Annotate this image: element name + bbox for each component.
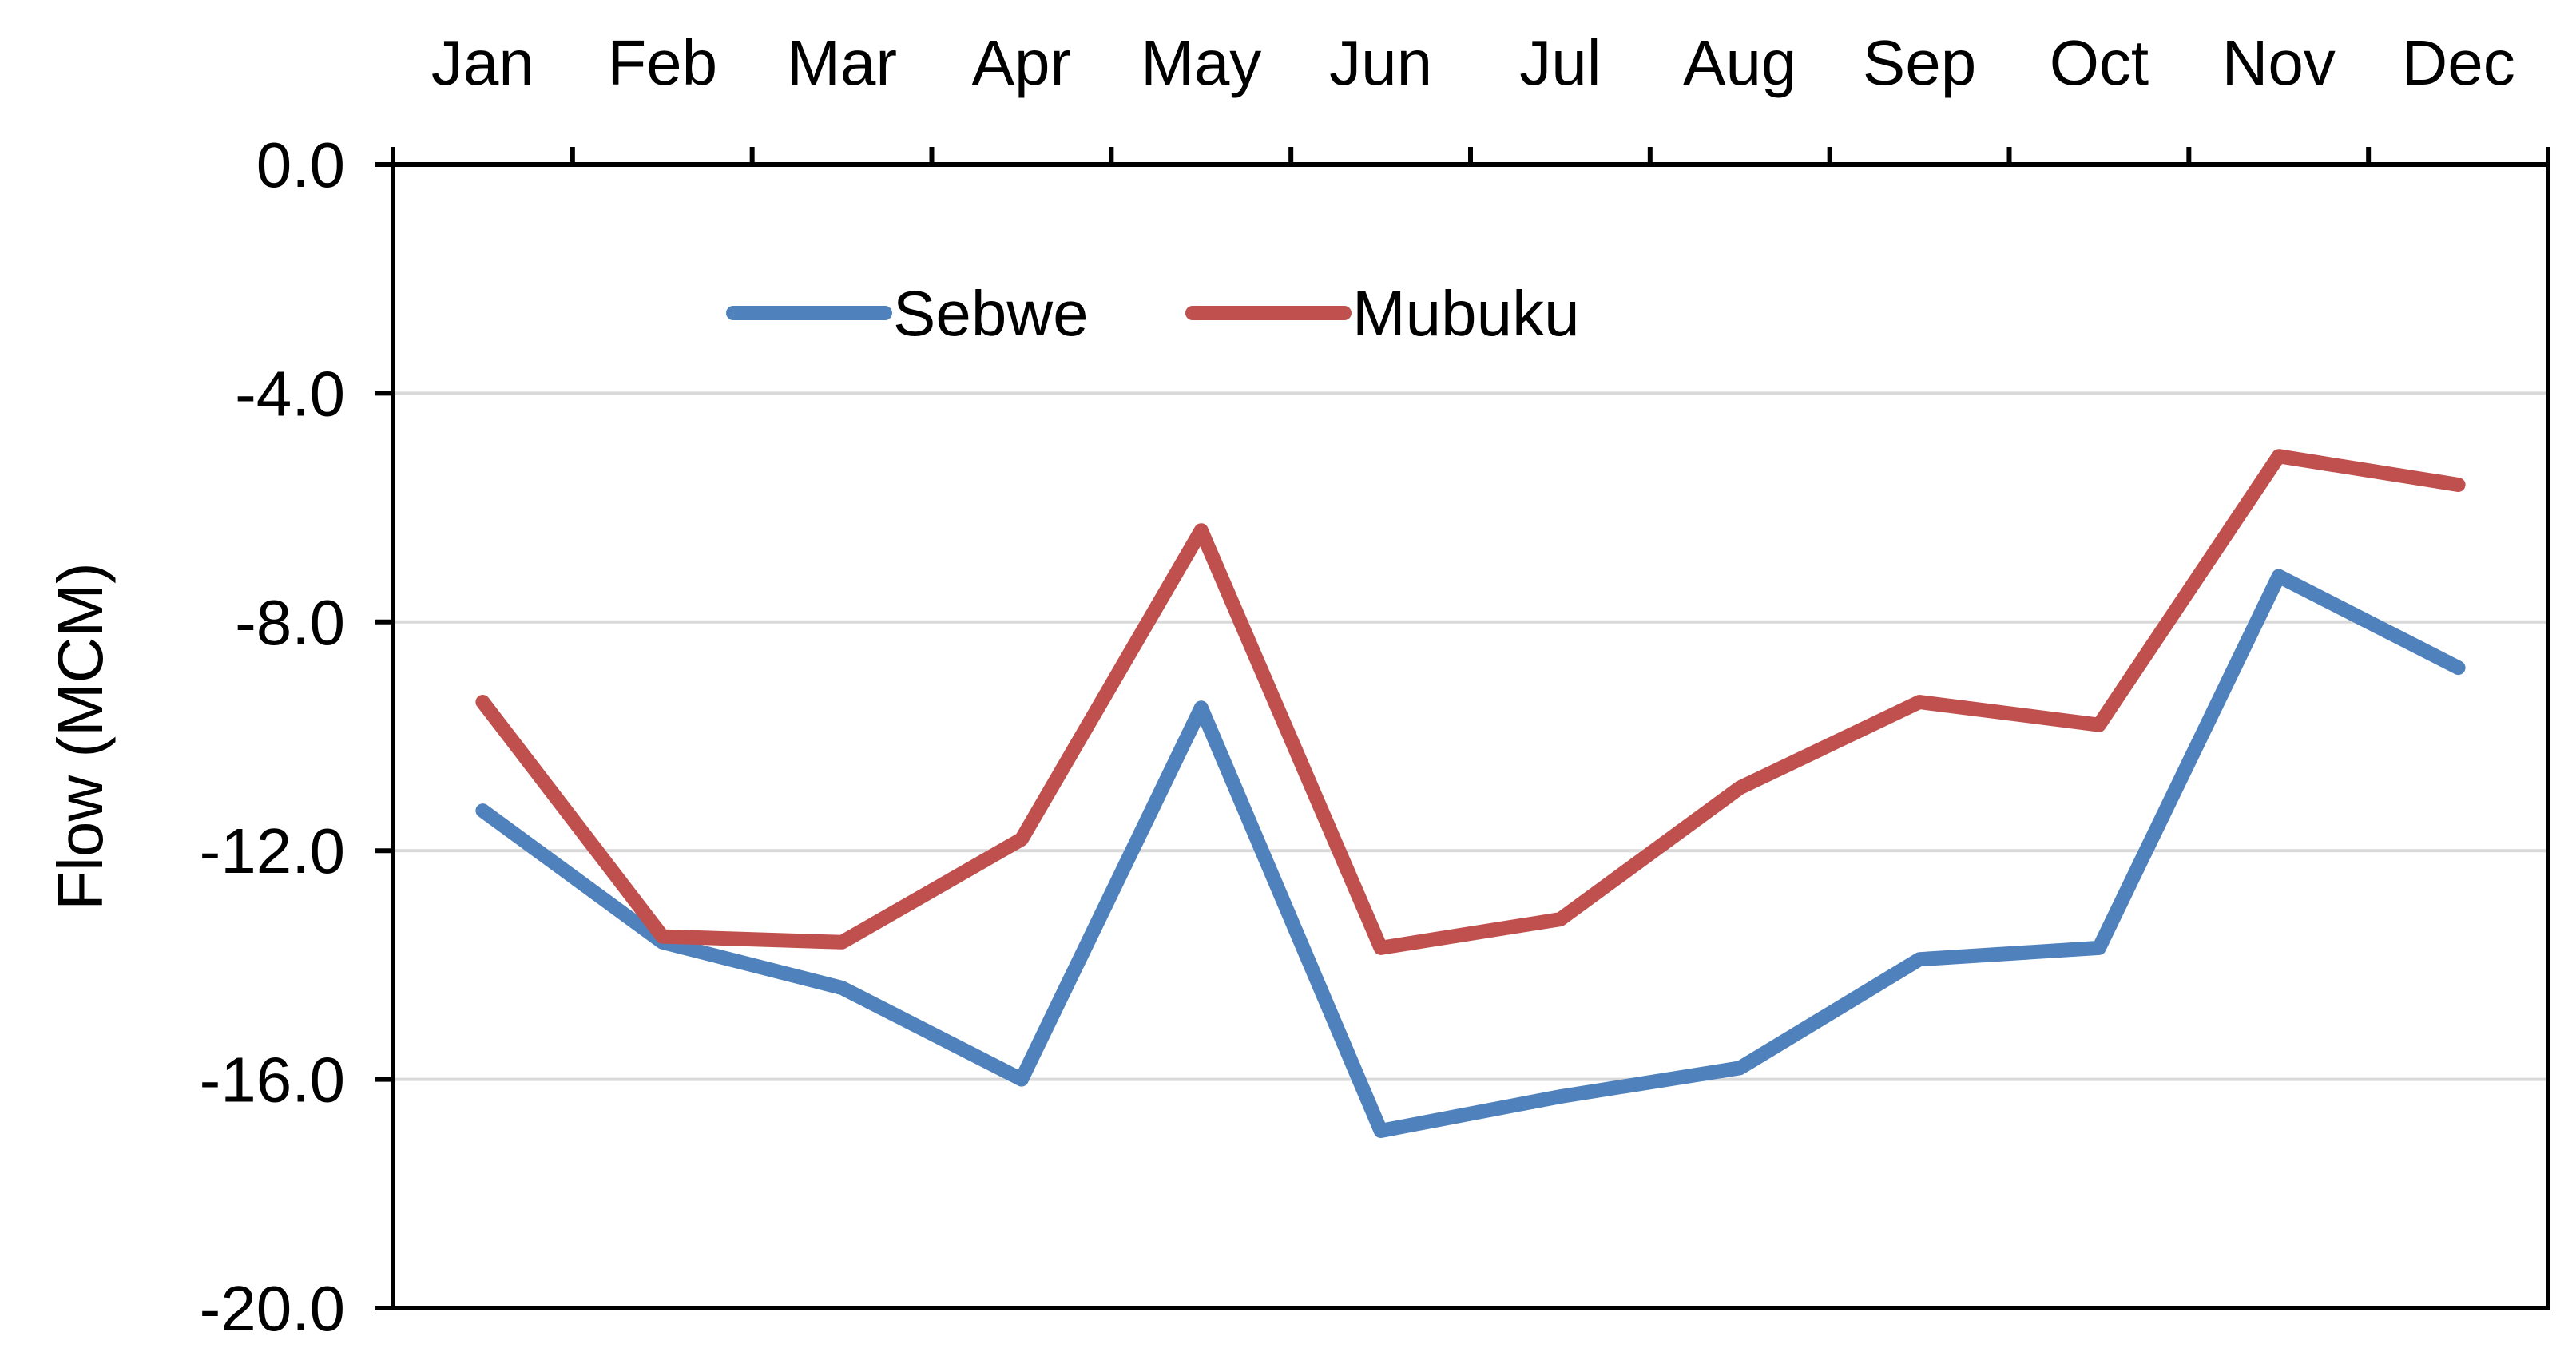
data-point-sebwe	[2458, 667, 2459, 668]
data-point-sebwe	[482, 810, 483, 811]
y-axis: 0.0 -4.0 -8.0 -12.0 -16.0 -20.0	[200, 129, 393, 1344]
x-tick-label-jan: Jan	[431, 27, 534, 98]
x-tick-label-may: May	[1141, 27, 1261, 98]
data-point-mubuku	[1201, 529, 1202, 531]
data-point-mubuku	[661, 936, 663, 938]
x-axis: Jan Feb Mar Apr May Jun Jul Aug Sep Oct Nov Dec	[391, 27, 2550, 165]
data-point-sebwe	[841, 987, 843, 989]
y-tick-label: -12.0	[200, 815, 345, 886]
data-point-sebwe	[1021, 1079, 1022, 1080]
data-point-mubuku	[2458, 484, 2459, 486]
y-axis-title: Flow (MCM)	[45, 562, 116, 910]
data-point-sebwe	[1380, 1130, 1382, 1132]
x-tick-label-oct: Oct	[2050, 27, 2149, 98]
y-tick-label: 0.0	[256, 129, 345, 200]
data-point-mubuku	[1021, 839, 1022, 840]
data-point-sebwe	[1201, 707, 1202, 708]
y-tick-label: -16.0	[200, 1045, 345, 1116]
x-tick-label-apr: Apr	[972, 27, 1072, 98]
legend-label-sebwe: Sebwe	[893, 278, 1089, 349]
data-point-mubuku	[2278, 455, 2280, 457]
data-point-mubuku	[1380, 947, 1382, 949]
data-point-mubuku	[482, 701, 483, 703]
data-point-mubuku	[1739, 787, 1740, 788]
y-tick-label: -4.0	[235, 358, 345, 429]
series-line-sebwe	[475, 569, 2466, 1138]
x-tick-label-jul: Jul	[1519, 27, 1601, 98]
data-point-sebwe	[2098, 947, 2100, 949]
x-tick-label-dec: Dec	[2401, 27, 2514, 98]
x-tick-label-jun: Jun	[1329, 27, 1432, 98]
data-point-mubuku	[841, 942, 843, 943]
x-tick-label-feb: Feb	[607, 27, 717, 98]
data-point-mubuku	[2098, 724, 2100, 726]
gridlines	[393, 391, 2548, 1081]
data-point-mubuku	[1559, 918, 1561, 920]
data-point-sebwe	[2278, 576, 2280, 577]
y-tick-label: -20.0	[200, 1273, 345, 1344]
data-point-mubuku	[1919, 701, 1920, 703]
y-tick-label: -8.0	[235, 587, 345, 658]
legend: Sebwe Mubuku	[726, 278, 1580, 349]
x-tick-label-nov: Nov	[2222, 27, 2336, 98]
data-point-sebwe	[1919, 958, 1920, 960]
x-tick-label-sep: Sep	[1863, 27, 1976, 98]
series-lines	[475, 449, 2466, 1138]
series-line-mubuku	[475, 449, 2466, 955]
data-point-sebwe	[1739, 1067, 1740, 1069]
x-tick-label-aug: Aug	[1683, 27, 1796, 98]
data-point-sebwe	[1559, 1096, 1561, 1097]
x-tick-label-mar: Mar	[787, 27, 897, 98]
legend-label-mubuku: Mubuku	[1352, 278, 1580, 349]
